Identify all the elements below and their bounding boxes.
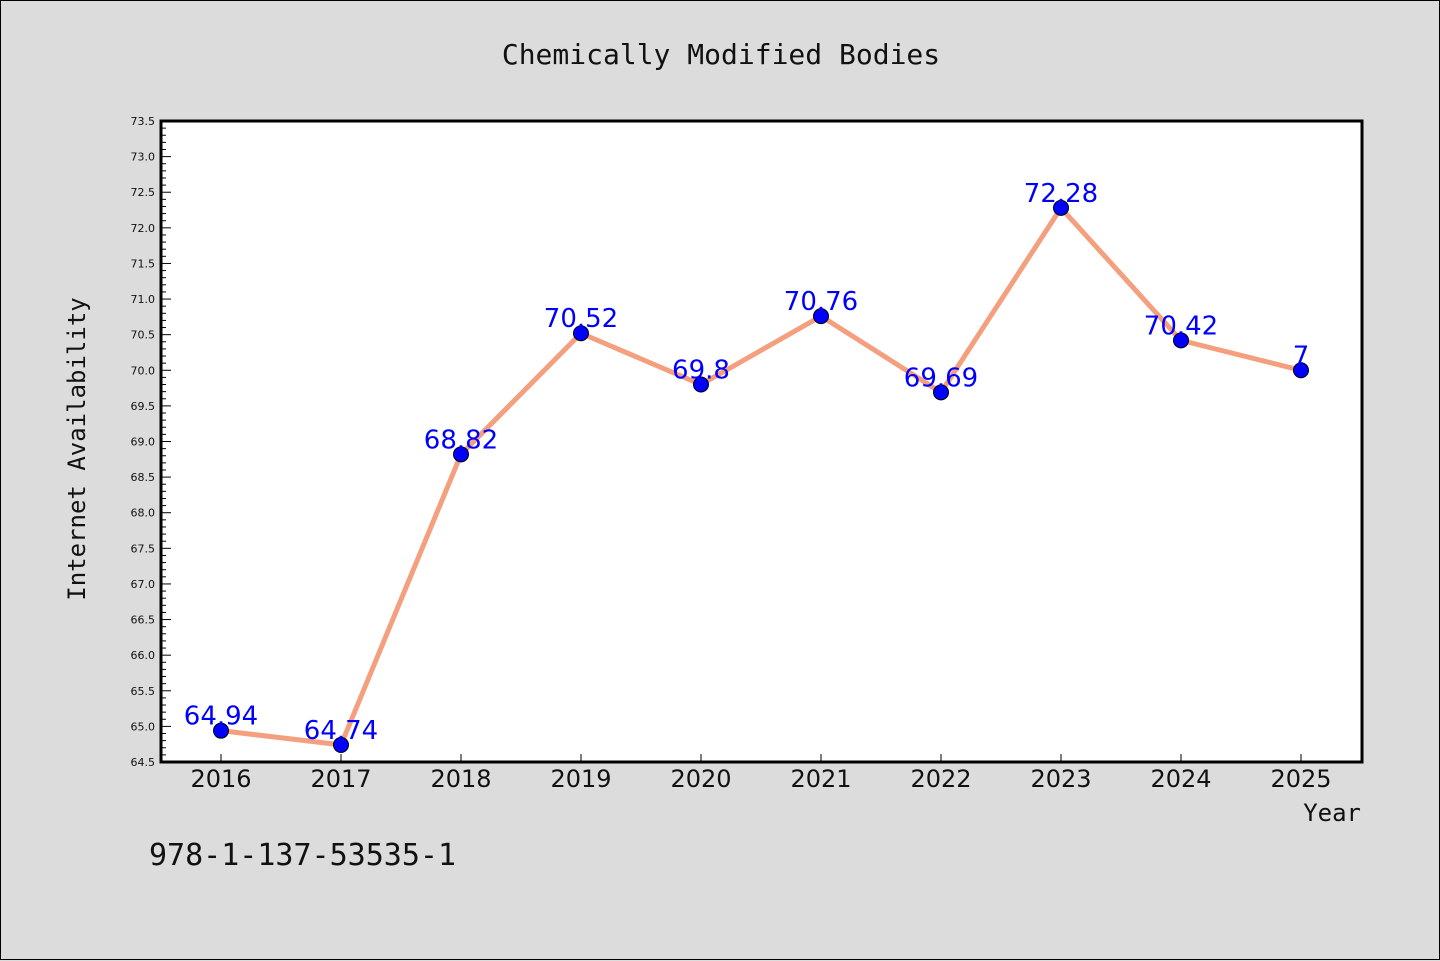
x-tick-label: 2020 [670, 765, 731, 793]
series-line [218, 205, 1304, 748]
chart-title: Chemically Modified Bodies [502, 38, 940, 71]
y-tick-label: 67.5 [131, 542, 156, 555]
x-tick-label: 2024 [1150, 765, 1211, 793]
x-tick-label: 2017 [310, 765, 371, 793]
data-label: 69.69 [904, 363, 978, 393]
x-tick-label: 2022 [910, 765, 971, 793]
x-tick-label: 2018 [430, 765, 491, 793]
x-axis: 2016 2017 2018 2019 2020 2021 2022 2023 2024 2025 [190, 754, 1332, 793]
series-line-layer [218, 205, 1304, 748]
y-tick-label: 73.5 [131, 115, 156, 128]
data-label: 70.52 [544, 304, 618, 334]
data-point [1173, 332, 1189, 349]
y-tick-label: 73.0 [131, 151, 156, 164]
data-point [933, 384, 949, 401]
y-tick-label: 66.5 [131, 614, 156, 627]
y-tick-label: 65.0 [131, 720, 156, 733]
x-tick-label: 2021 [790, 765, 851, 793]
data-point [1053, 199, 1069, 216]
x-tick-label: 2016 [190, 765, 251, 793]
y-tick-label: 71.0 [131, 293, 156, 306]
y-tick-label: 72.5 [131, 186, 156, 199]
x-axis-label: Year [1303, 799, 1361, 827]
data-point [453, 446, 469, 463]
data-label: 72.28 [1024, 179, 1098, 209]
y-tick-label: 65.5 [131, 685, 156, 698]
data-point [573, 325, 589, 342]
x-tick-label: 2023 [1030, 765, 1091, 793]
data-label: 69.8 [672, 356, 730, 386]
data-point [813, 308, 829, 325]
y-tick-label: 69.0 [131, 436, 156, 449]
data-label: 64.74 [304, 716, 378, 746]
data-point [213, 722, 229, 739]
data-labels-layer: 64.94 64.74 68.82 70.52 69.8 70.76 69.69 72.28 7… [184, 179, 1309, 746]
y-tick-label: 70.0 [131, 364, 156, 377]
data-label: 64.94 [184, 702, 258, 732]
x-tick-label: 2019 [550, 765, 611, 793]
y-tick-label: 71.5 [131, 257, 156, 270]
y-tick-label: 70.5 [131, 329, 156, 342]
data-label: 70.42 [1144, 311, 1218, 341]
y-axis: 64.5 65.0 65.5 66.0 66.5 67.0 67.5 68.0 68.5 69.0… [131, 115, 171, 769]
data-label: 70.76 [784, 287, 858, 317]
data-label: 68.82 [424, 425, 498, 455]
y-tick-label: 64.5 [131, 756, 156, 769]
plot-area [159, 119, 1364, 764]
markers-layer [213, 199, 1309, 753]
y-tick-label: 68.0 [131, 507, 156, 520]
data-label: 7 [1293, 341, 1310, 371]
x-tick-label: 2025 [1270, 765, 1331, 793]
y-tick-label: 67.0 [131, 578, 156, 591]
data-point [1293, 362, 1309, 379]
data-point [333, 736, 349, 753]
y-tick-label: 68.5 [131, 471, 156, 484]
data-point [693, 376, 709, 393]
y-tick-label: 72.0 [131, 222, 156, 235]
y-tick-label: 66.0 [131, 649, 156, 662]
footer-id-text: 978-1-137-53535-1 [149, 838, 456, 873]
y-tick-label: 69.5 [131, 400, 156, 413]
y-axis-label: Internet Availability [63, 297, 91, 600]
